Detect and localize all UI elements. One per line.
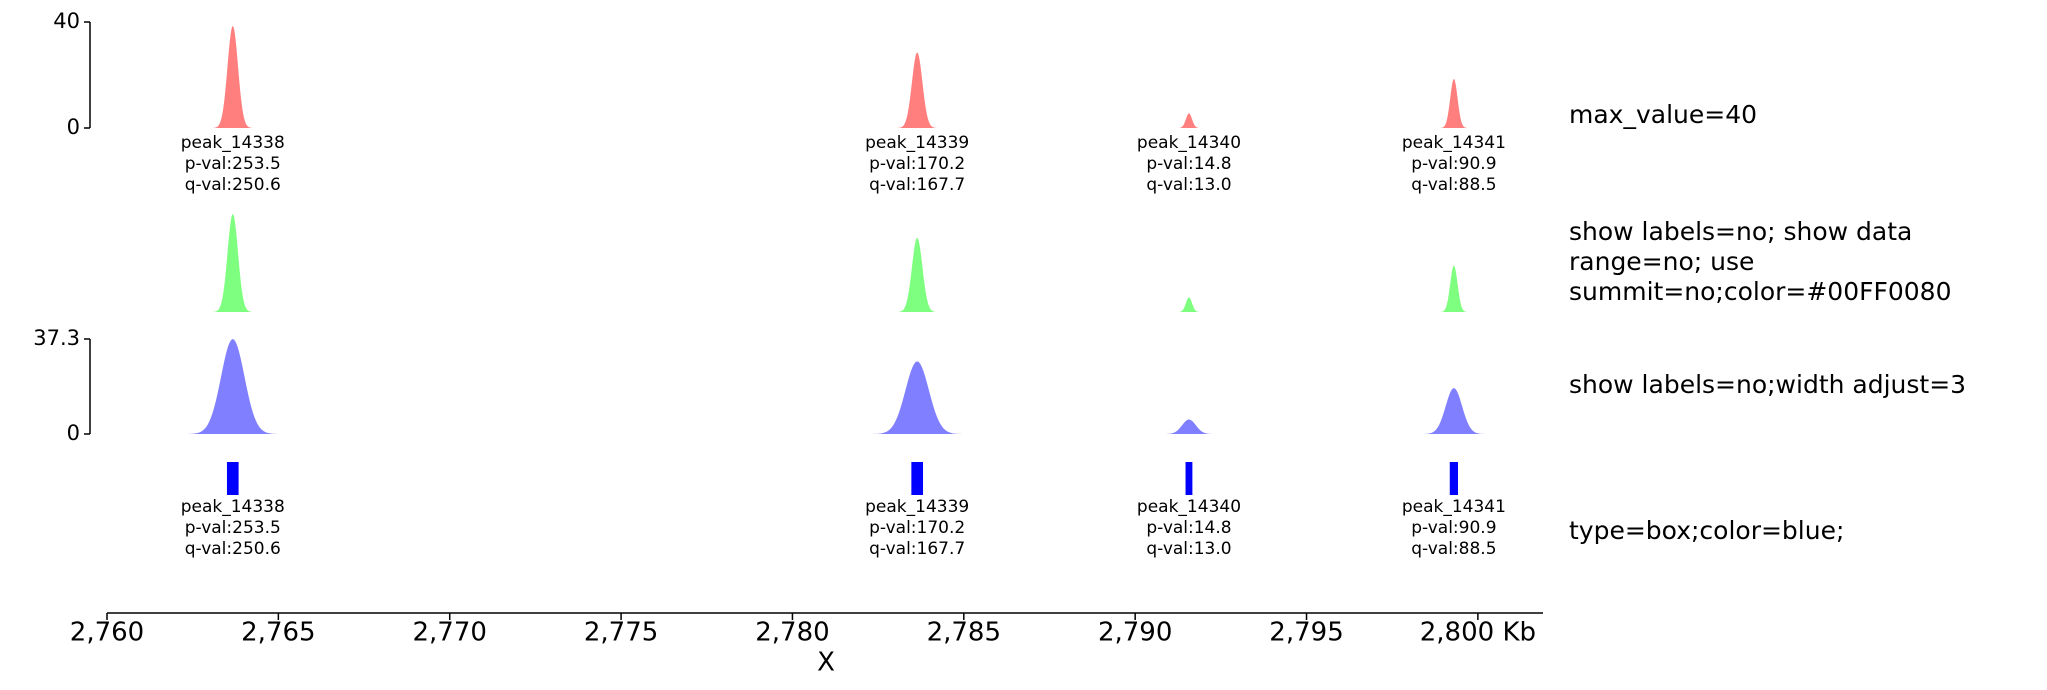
peak-box xyxy=(226,462,239,495)
peak-label: peak_14340 xyxy=(1137,497,1241,517)
y-tick-label: 37.3 xyxy=(33,326,80,350)
peak-label: q-val:88.5 xyxy=(1411,175,1496,195)
peak-box xyxy=(911,462,924,495)
peak-label: p-val:90.9 xyxy=(1411,154,1496,174)
peak xyxy=(186,339,280,434)
track-title: show labels=no;width adjust=3 xyxy=(1569,370,1966,399)
track-title: show labels=no; show data xyxy=(1569,217,1912,246)
peak xyxy=(870,361,964,434)
peak-label: q-val:250.6 xyxy=(185,175,281,195)
x-tick-label: 2,800 Kb xyxy=(1420,618,1536,648)
peak xyxy=(1420,388,1487,434)
y-tick-label: 0 xyxy=(67,115,80,139)
track-title: summit=no;color=#00FF0080 xyxy=(1569,277,1951,306)
x-tick-label: 2,760 xyxy=(70,618,144,648)
track-title: type=box;color=blue; xyxy=(1569,516,1844,545)
peak xyxy=(1176,113,1202,128)
peak xyxy=(1176,297,1202,312)
y-tick-label: 40 xyxy=(53,9,80,33)
peak xyxy=(211,213,254,312)
peak-label: p-val:14.8 xyxy=(1146,518,1231,538)
peak xyxy=(896,52,939,128)
peak-label: peak_14338 xyxy=(181,133,285,153)
x-axis-label: X xyxy=(817,648,835,678)
peak-label: peak_14341 xyxy=(1402,133,1506,153)
peak xyxy=(1439,78,1469,128)
peak-label: p-val:253.5 xyxy=(185,154,281,174)
peak-label: peak_14340 xyxy=(1137,133,1241,153)
peak-label: p-val:90.9 xyxy=(1411,518,1496,538)
peak-label: p-val:14.8 xyxy=(1146,154,1231,174)
peak xyxy=(211,25,254,128)
track-title: range=no; use xyxy=(1569,247,1754,276)
x-tick-label: 2,795 xyxy=(1269,618,1343,648)
peak-label: p-val:170.2 xyxy=(869,518,965,538)
peak xyxy=(1439,265,1469,312)
x-tick-label: 2,775 xyxy=(584,618,658,648)
peak-label: peak_14341 xyxy=(1402,497,1506,517)
x-tick-label: 2,765 xyxy=(241,618,315,648)
peak-label: q-val:88.5 xyxy=(1411,539,1496,559)
peak-label: q-val:13.0 xyxy=(1146,175,1231,195)
y-tick-label: 0 xyxy=(67,421,80,445)
peak-box xyxy=(1449,462,1459,495)
x-tick-label: 2,790 xyxy=(1098,618,1172,648)
peak-label: q-val:13.0 xyxy=(1146,539,1231,559)
peak-label: p-val:170.2 xyxy=(869,154,965,174)
peak-label: q-val:167.7 xyxy=(869,175,965,195)
peak xyxy=(896,237,939,312)
peak xyxy=(1161,419,1217,434)
x-tick-label: 2,770 xyxy=(413,618,487,648)
peak-label: peak_14339 xyxy=(865,497,969,517)
x-tick-label: 2,785 xyxy=(927,618,1001,648)
x-tick-label: 2,780 xyxy=(755,618,829,648)
peak-label: p-val:253.5 xyxy=(185,518,281,538)
peak-label: q-val:250.6 xyxy=(185,539,281,559)
track-title: max_value=40 xyxy=(1569,100,1757,129)
peak-label: peak_14338 xyxy=(181,497,285,517)
peak-label: peak_14339 xyxy=(865,133,969,153)
peak-label: q-val:167.7 xyxy=(869,539,965,559)
peak-box xyxy=(1185,462,1193,495)
